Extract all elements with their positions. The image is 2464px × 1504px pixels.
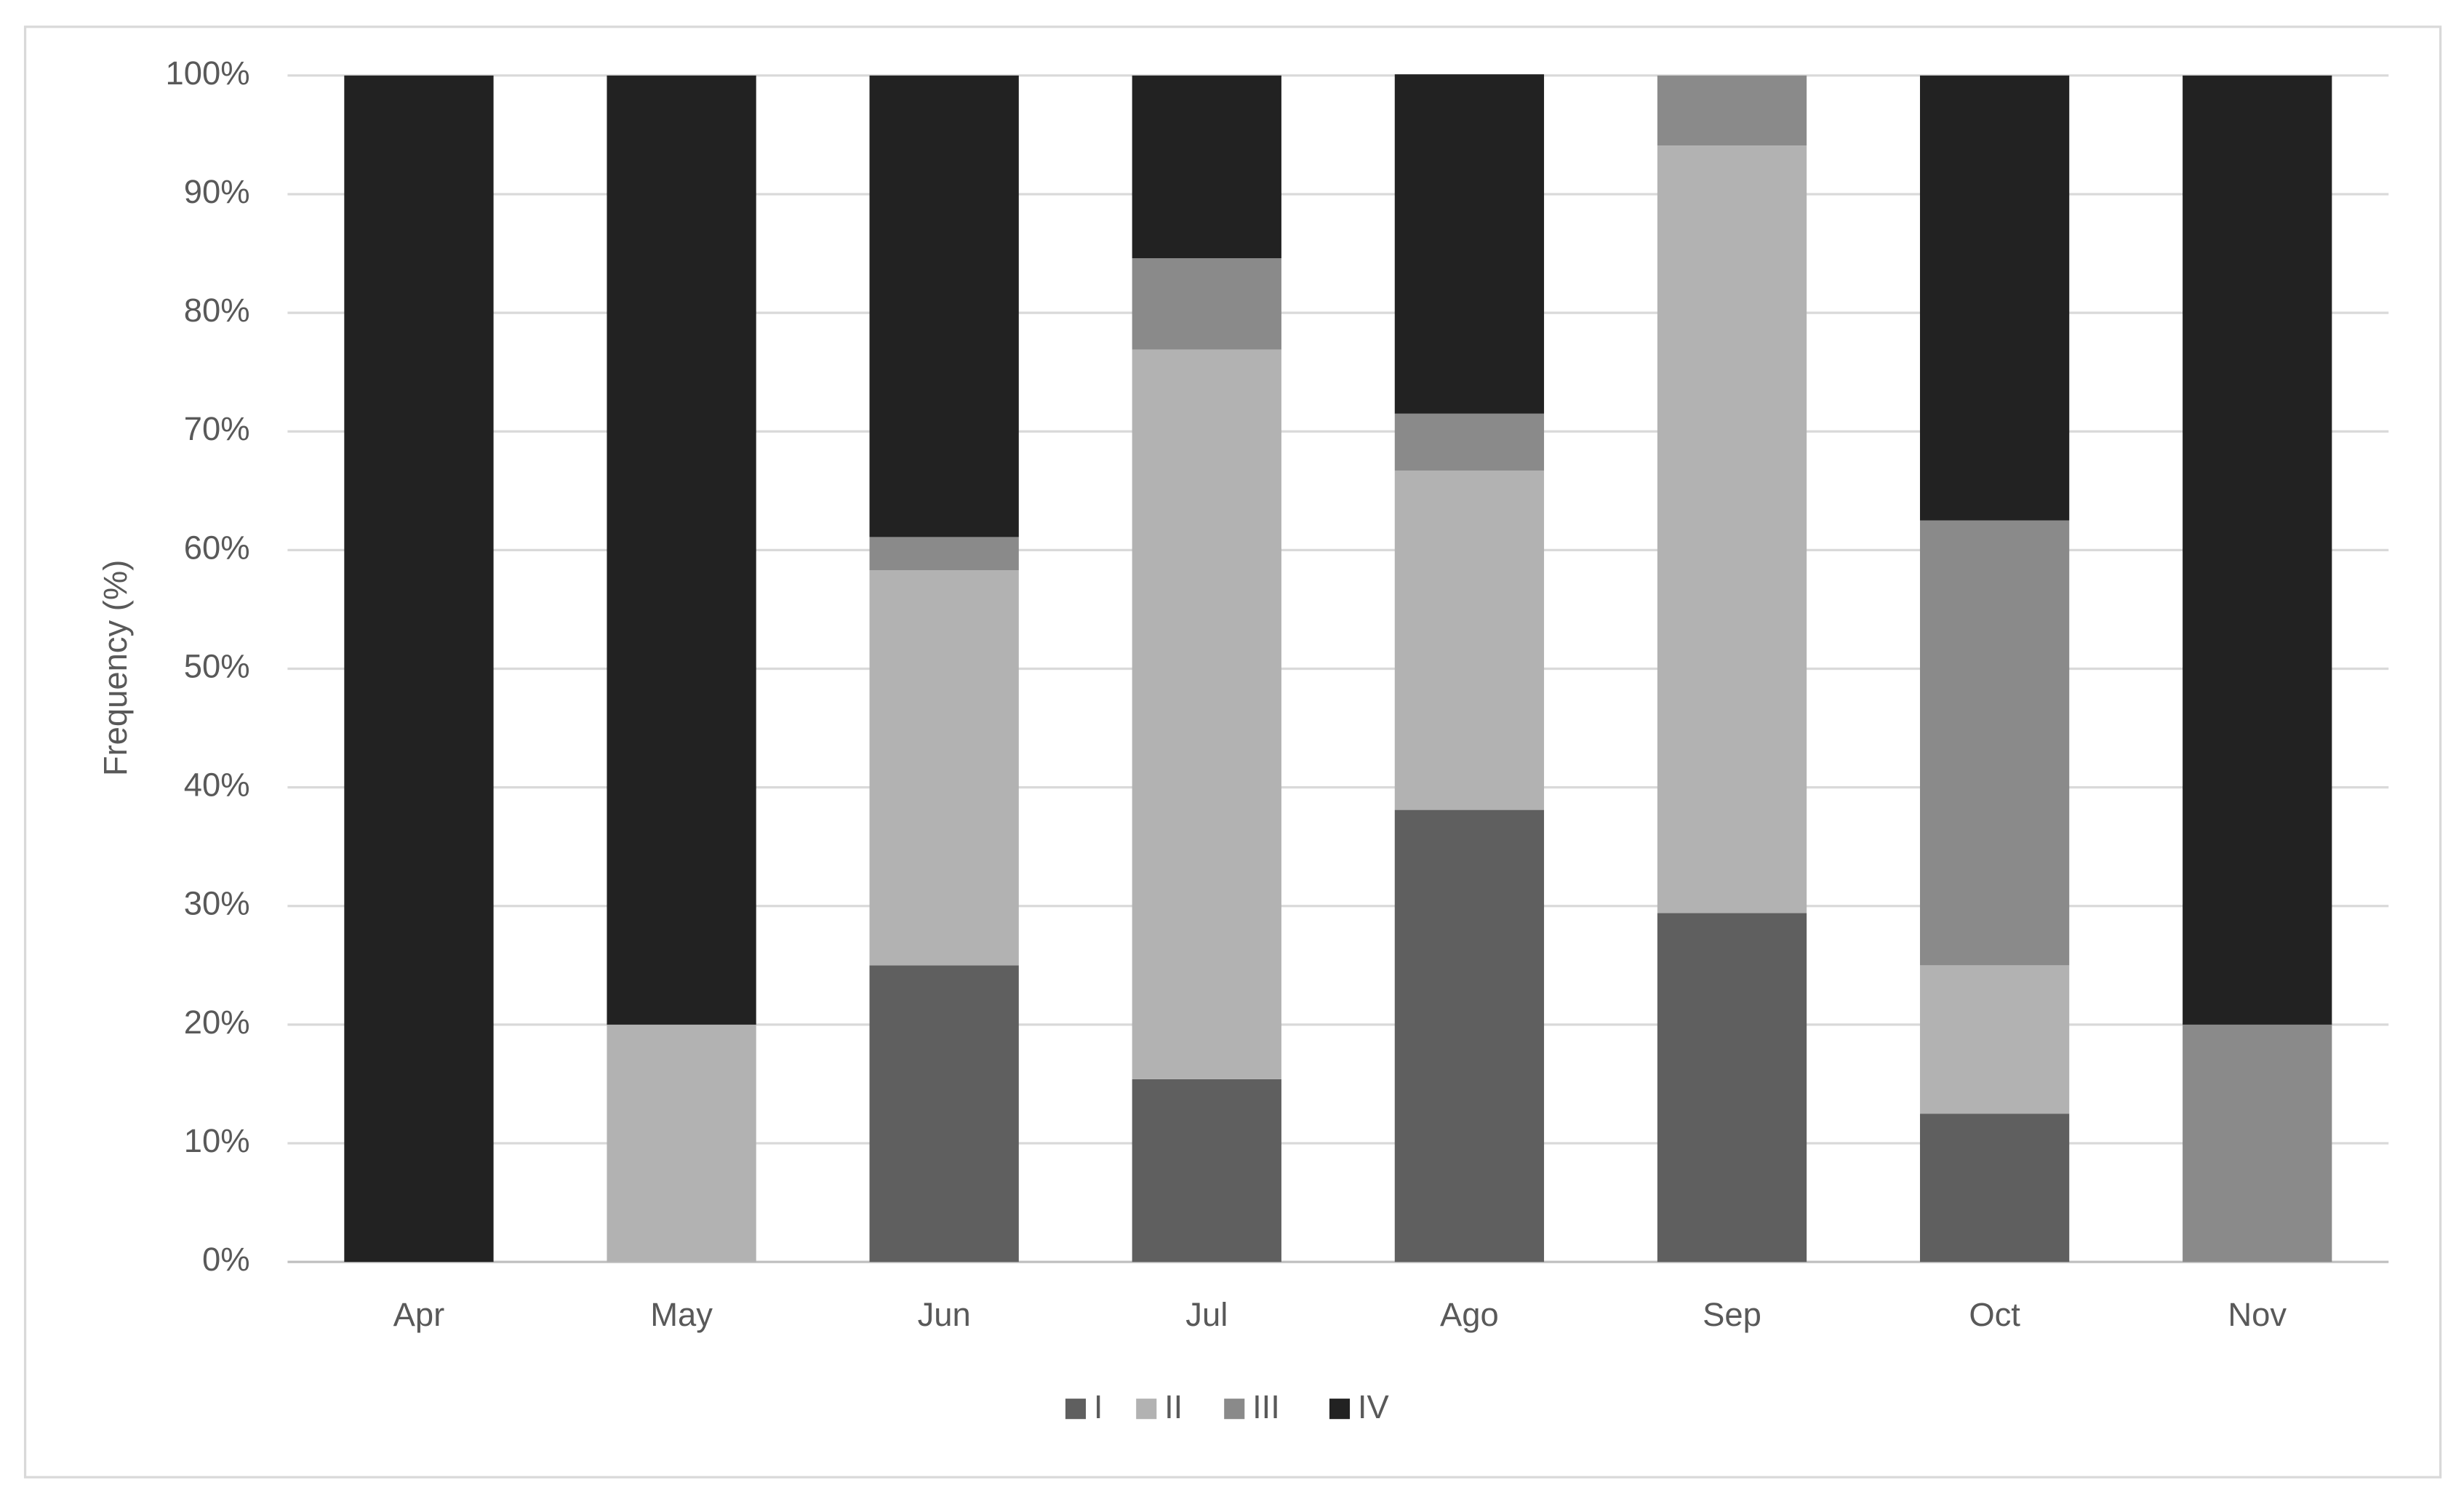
legend-swatch <box>1224 1399 1245 1420</box>
bar-segment <box>869 570 1019 966</box>
y-tick-label: 0% <box>202 1241 250 1278</box>
bar-segment <box>869 965 1019 1263</box>
y-tick-label: 20% <box>184 1004 250 1041</box>
bar-segment <box>869 75 1019 537</box>
bar-segment <box>607 75 756 1025</box>
legend-swatch <box>1136 1399 1157 1420</box>
y-tick-label: 40% <box>184 767 250 804</box>
y-axis-title: Frequency (%) <box>97 560 134 776</box>
y-tick-label: 100% <box>166 55 250 92</box>
x-tick-label: Ago <box>1440 1296 1499 1333</box>
bar-segment <box>1394 809 1545 1263</box>
x-tick-label: May <box>650 1296 713 1333</box>
y-tick-label: 80% <box>184 292 250 329</box>
x-tick-label: Nov <box>2228 1296 2287 1333</box>
bar-segment <box>2183 75 2332 1025</box>
x-tick-label: Apr <box>393 1296 445 1333</box>
x-tick-label: Oct <box>1969 1296 2020 1333</box>
bar-segment <box>1132 258 1281 350</box>
y-tick-label: 30% <box>184 885 250 922</box>
y-tick-label: 60% <box>184 529 250 566</box>
x-tick-label: Jun <box>918 1296 971 1333</box>
legend-swatch <box>1065 1399 1087 1420</box>
bar-segment <box>1394 413 1545 471</box>
bar-segment <box>1919 75 2070 521</box>
legend-label: III <box>1252 1388 1280 1425</box>
bar-segment <box>1132 1079 1281 1263</box>
bar-segment <box>1132 349 1281 1079</box>
bar-segment <box>869 537 1019 571</box>
legend-label: IV <box>1358 1388 1390 1425</box>
y-tick-label: 90% <box>184 173 250 210</box>
y-tick-label: 50% <box>184 647 250 684</box>
bar-segment <box>1919 1113 2070 1263</box>
legend-label: II <box>1164 1388 1183 1425</box>
bar-segment <box>1657 145 1807 913</box>
bar-segment <box>2183 1024 2332 1263</box>
y-tick-label: 70% <box>184 410 250 447</box>
bar-segment <box>1919 520 2070 966</box>
bar-segment <box>1657 913 1807 1263</box>
bar-segment <box>1657 75 1807 146</box>
bar-segment <box>344 75 494 1263</box>
x-tick-label: Jul <box>1185 1296 1228 1333</box>
legend-swatch <box>1329 1399 1351 1420</box>
bar-segment <box>607 1024 756 1263</box>
bar-segment <box>1394 471 1545 810</box>
y-tick-label: 10% <box>184 1122 250 1159</box>
bar-segment <box>1919 965 2070 1114</box>
legend-label: I <box>1094 1388 1103 1425</box>
x-tick-label: Sep <box>1703 1296 1761 1333</box>
bar-segment <box>1132 75 1281 259</box>
bar-segment <box>1394 74 1545 414</box>
